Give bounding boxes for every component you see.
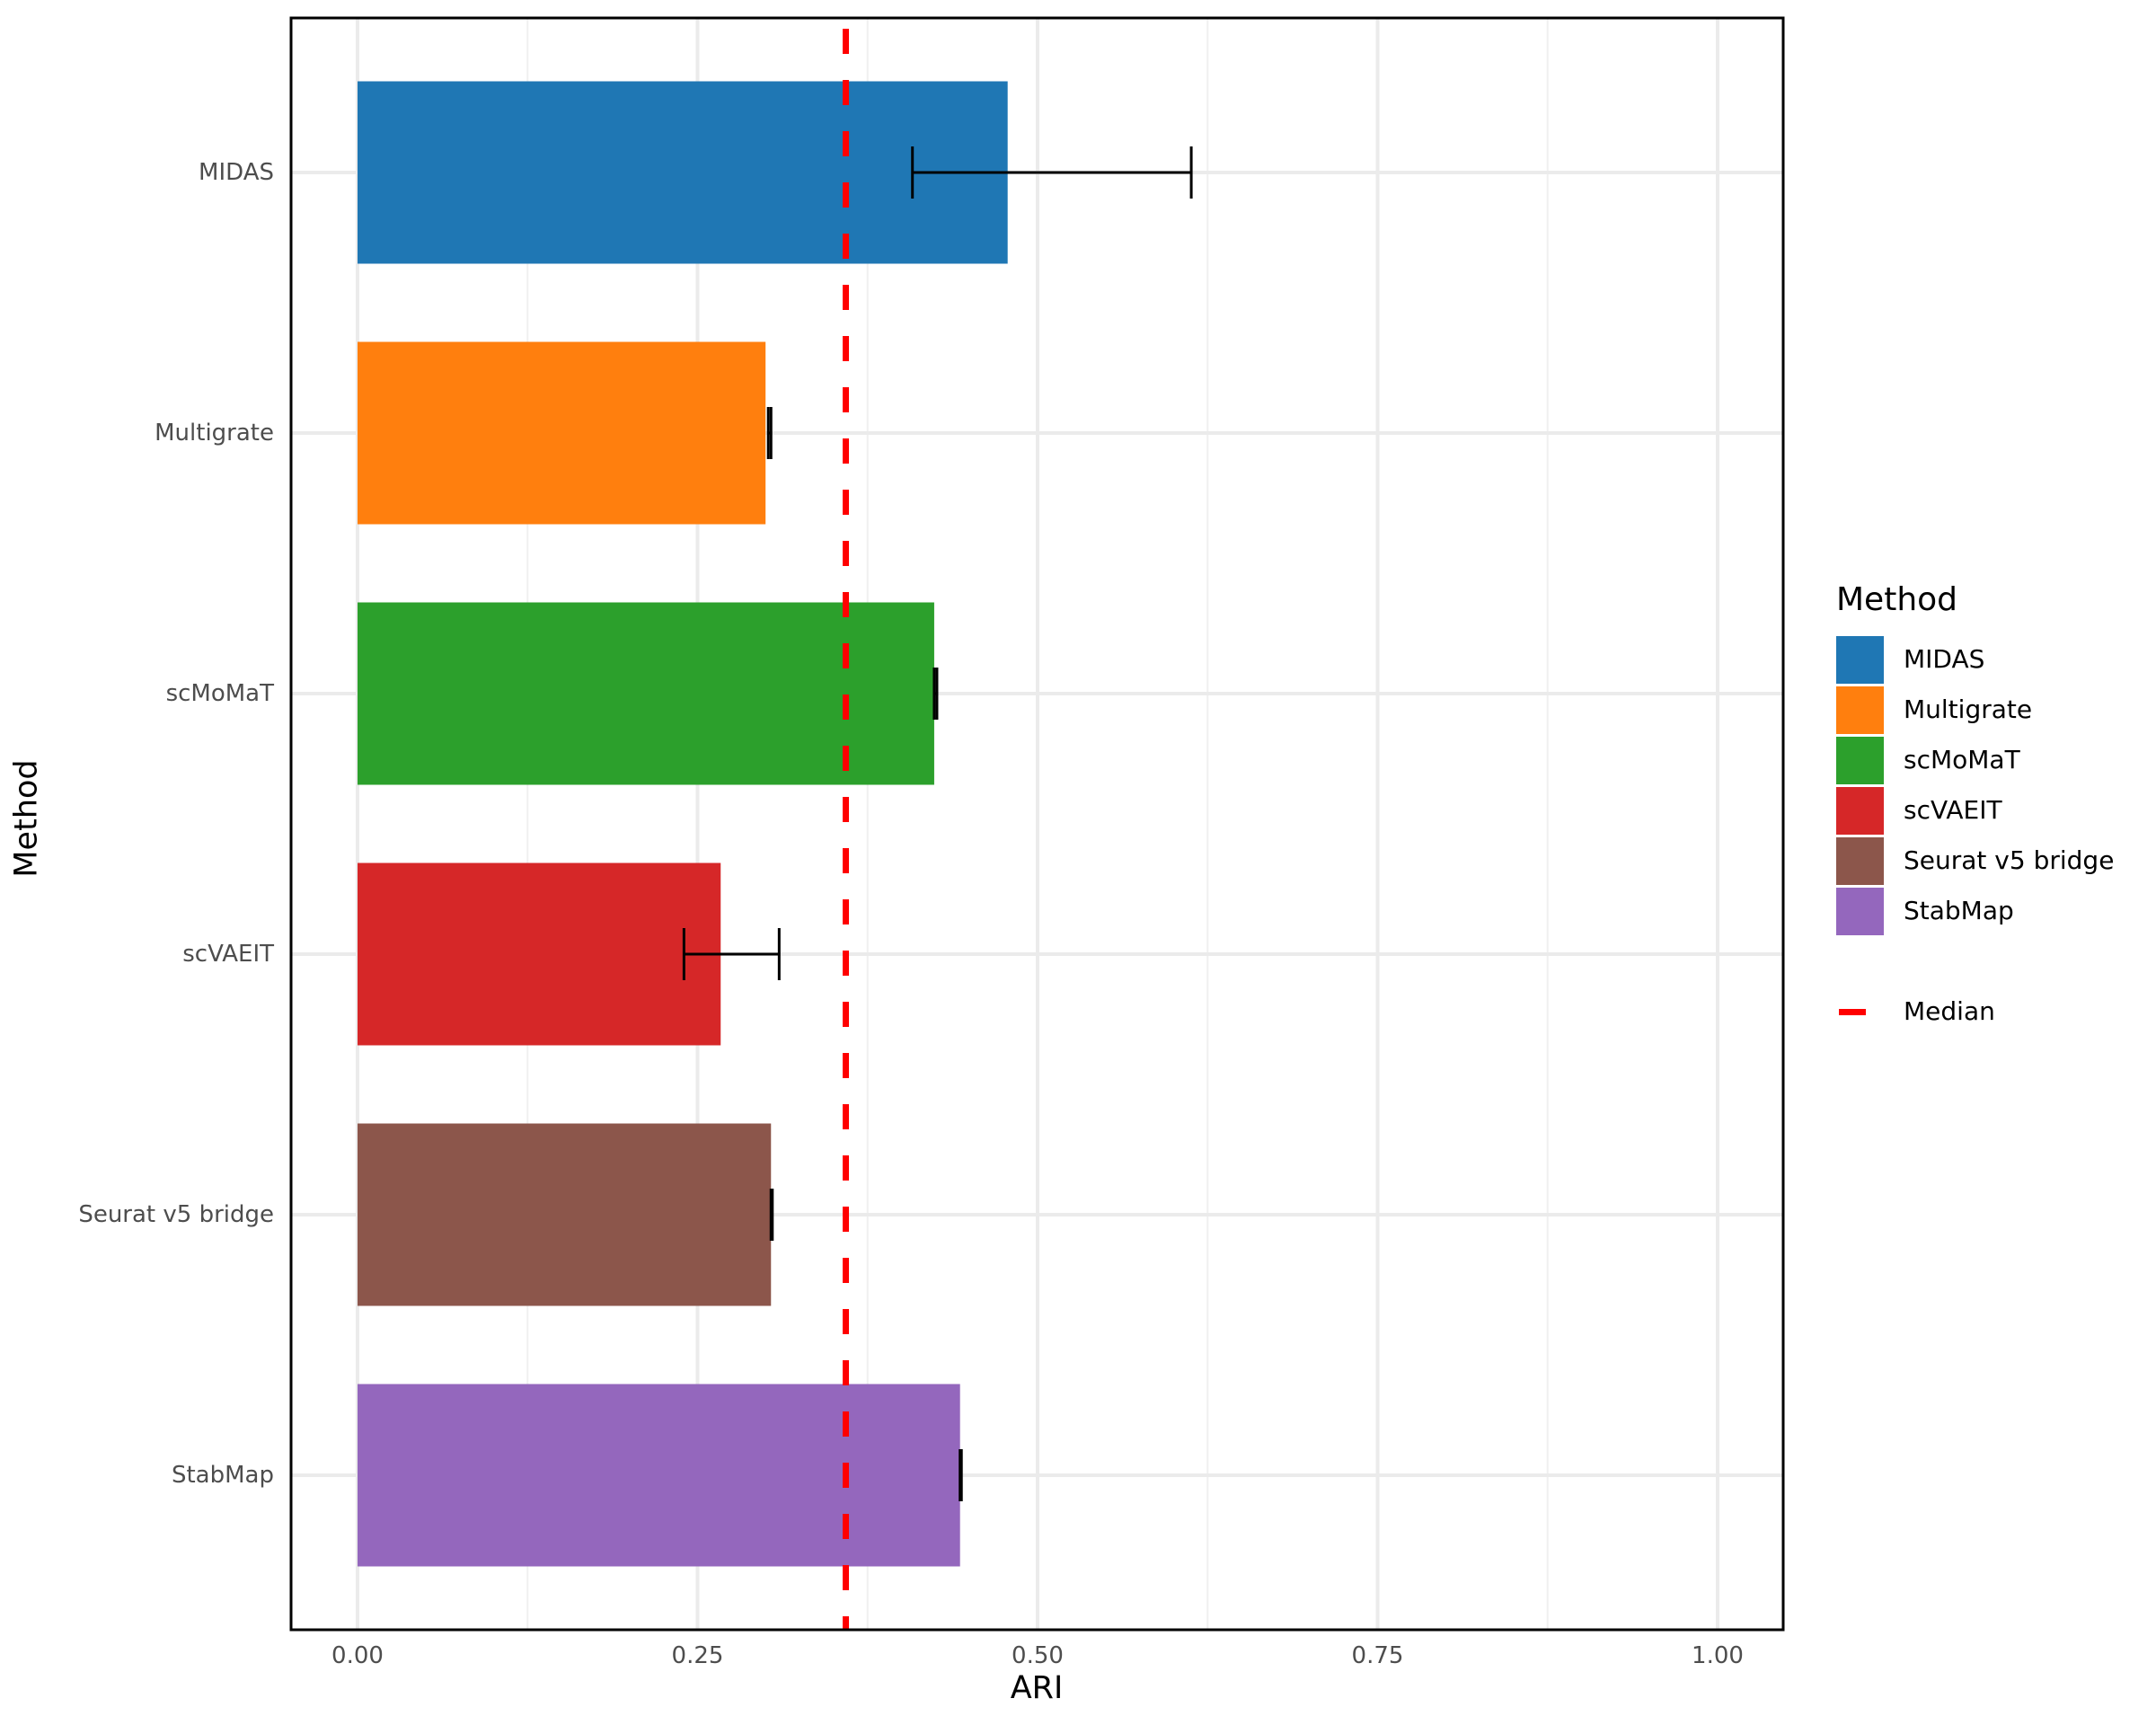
bar-scmomat (358, 602, 934, 785)
bar-stabmap (358, 1384, 960, 1567)
x-axis-title: ARI (1010, 1670, 1064, 1706)
bar-scvaeit (358, 862, 721, 1046)
legend-item-midas: MIDAS (1836, 634, 2114, 685)
legend-item-scmomat: scMoMaT (1836, 735, 2114, 785)
legend-label: StabMap (1904, 896, 2014, 925)
plot-border (289, 16, 1785, 1632)
y-tick-label: scMoMaT (165, 680, 274, 707)
x-tick-label: 1.00 (1692, 1642, 1744, 1669)
bar-midas (358, 81, 1008, 264)
legend-label: scMoMaT (1904, 745, 2020, 774)
legend-label: MIDAS (1904, 644, 1985, 674)
x-tick-label: 0.75 (1351, 1642, 1404, 1669)
legend-label: Multigrate (1904, 694, 2033, 724)
legend-swatch (1836, 786, 1884, 835)
y-axis-title: Method (8, 759, 45, 878)
legend-label: scVAEIT (1904, 795, 2002, 825)
y-tick-label: scVAEIT (182, 941, 274, 968)
legend-item-scvaeit: scVAEIT (1836, 785, 2114, 836)
x-tick-label: 0.25 (671, 1642, 724, 1669)
bar-seurat-v5-bridge (358, 1123, 772, 1306)
legend: Method MIDAS Multigrate scMoMaT scVAEIT … (1836, 584, 2114, 1030)
legend-item-seurat-v5-bridge: Seurat v5 bridge (1836, 836, 2114, 886)
y-tick-label: MIDAS (199, 159, 274, 186)
legend-swatch (1836, 736, 1884, 784)
legend-swatch (1836, 887, 1884, 935)
legend-item-median: Median (1836, 994, 2114, 1030)
legend-title: Method (1836, 581, 1958, 618)
bar-multigrate (358, 341, 766, 525)
legend-item-multigrate: Multigrate (1836, 685, 2114, 735)
y-tick-label: Seurat v5 bridge (78, 1201, 274, 1228)
y-tick-label: StabMap (171, 1462, 274, 1489)
legend-label: Median (1904, 996, 1995, 1026)
legend-swatch (1836, 686, 1884, 734)
y-tick-label: Multigrate (155, 420, 274, 447)
legend-swatch (1836, 635, 1884, 684)
legend-item-stabmap: StabMap (1836, 886, 2114, 936)
x-tick-label: 0.00 (331, 1642, 384, 1669)
bars (358, 81, 1008, 1567)
legend-label: Seurat v5 bridge (1904, 845, 2115, 875)
median-dash-icon (1839, 1008, 1866, 1015)
x-tick-label: 0.50 (1012, 1642, 1064, 1669)
error-bars (682, 146, 1193, 1501)
legend-swatch (1836, 836, 1884, 885)
